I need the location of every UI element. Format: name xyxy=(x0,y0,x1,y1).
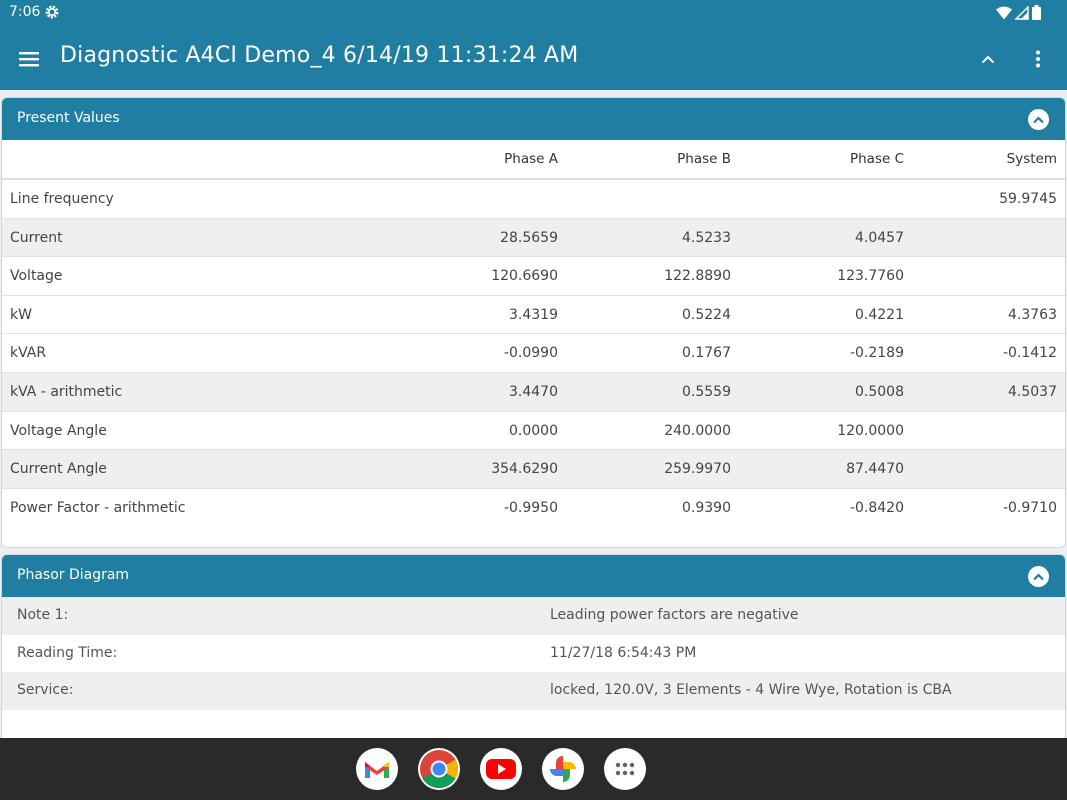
row-label: Current xyxy=(10,229,63,246)
info-label: Note 1: xyxy=(17,607,69,623)
table-row: Line frequency 59.9745 xyxy=(2,180,1065,219)
table-header-row: Phase A Phase B Phase C System xyxy=(2,140,1065,180)
phase-c-value: -0.8420 xyxy=(849,499,904,516)
phasor-diagram-title: Phasor Diagram xyxy=(17,567,130,583)
phase-a-value: -0.0990 xyxy=(503,345,558,362)
phase-c-value: 0.5008 xyxy=(855,383,904,400)
phase-a-value: 3.4319 xyxy=(509,306,558,323)
settings-gear-icon xyxy=(45,5,59,19)
status-time: 7:06 xyxy=(9,4,41,20)
system-value: -0.1412 xyxy=(1002,345,1057,362)
phase-a-value: 28.5659 xyxy=(500,229,558,246)
row-label: Current Angle xyxy=(10,461,107,478)
present-values-card: Present Values Phase A Phase B Phase C S… xyxy=(1,97,1066,548)
chrome-icon xyxy=(420,750,459,789)
chevron-up-icon xyxy=(1033,115,1044,123)
menu-button[interactable] xyxy=(14,44,44,74)
system-value: 59.9745 xyxy=(999,191,1057,207)
info-value: locked, 120.0V, 3 Elements - 4 Wire Wye,… xyxy=(550,682,952,698)
row-label: Power Factor - arithmetic xyxy=(10,499,186,516)
phase-a-value: -0.9950 xyxy=(503,499,558,516)
column-header-system: System xyxy=(1006,151,1057,167)
row-label: kVAR xyxy=(10,345,47,362)
youtube-app[interactable] xyxy=(480,748,522,790)
table-row: kVAR -0.0990 0.1767 -0.2189 -0.1412 xyxy=(2,334,1065,373)
row-label: kW xyxy=(10,306,32,323)
youtube-icon xyxy=(486,759,516,779)
column-header-phase-c: Phase C xyxy=(849,151,904,167)
present-values-table: Phase A Phase B Phase C System Line freq… xyxy=(2,140,1065,527)
more-options-button[interactable] xyxy=(1025,46,1051,72)
status-icons xyxy=(996,5,1041,20)
app-drawer-app[interactable] xyxy=(604,748,646,790)
info-row-reading-time: Reading Time: 11/27/18 6:54:43 PM xyxy=(2,635,1065,673)
phase-b-value: 0.1767 xyxy=(682,345,731,362)
column-header-phase-b: Phase B xyxy=(677,151,731,167)
chrome-app[interactable] xyxy=(418,748,460,790)
phase-b-value: 0.9390 xyxy=(682,499,731,516)
phase-b-value: 0.5224 xyxy=(682,306,731,323)
phase-c-value: 0.4221 xyxy=(855,306,904,323)
photos-app[interactable] xyxy=(542,748,584,790)
table-row: Current Angle 354.6290 259.9970 87.4470 xyxy=(2,450,1065,489)
info-label: Service: xyxy=(17,682,74,698)
taskbar-dock xyxy=(0,738,1067,800)
phase-a-value: 0.0000 xyxy=(509,422,558,439)
row-label: Voltage Angle xyxy=(10,422,107,439)
phase-a-value: 354.6290 xyxy=(491,461,558,478)
system-value: 4.3763 xyxy=(1008,306,1057,323)
wifi-icon xyxy=(996,6,1012,19)
photos-icon xyxy=(550,756,576,782)
phase-b-value: 0.5559 xyxy=(682,383,731,400)
present-values-collapse-button[interactable] xyxy=(1028,109,1049,130)
phasor-diagram-collapse-button[interactable] xyxy=(1028,566,1049,587)
phase-c-value: -0.2189 xyxy=(849,345,904,362)
phase-b-value: 122.8890 xyxy=(664,268,731,285)
table-row: kW 3.4319 0.5224 0.4221 4.3763 xyxy=(2,296,1065,335)
info-value: 11/27/18 6:54:43 PM xyxy=(550,644,697,661)
phase-a-value: 120.6690 xyxy=(491,268,558,285)
phasor-diagram-card: Phasor Diagram Note 1: Leading power fac… xyxy=(1,554,1066,744)
page-title: Diagnostic A4CI Demo_4 6/14/19 11:31:24 … xyxy=(60,43,579,68)
system-value: -0.9710 xyxy=(1002,499,1057,516)
table-row: Power Factor - arithmetic -0.9950 0.9390… xyxy=(2,489,1065,528)
phase-c-value: 4.0457 xyxy=(855,229,904,246)
phasor-diagram-header[interactable]: Phasor Diagram xyxy=(2,555,1065,597)
row-label: Line frequency xyxy=(10,191,114,207)
app-drawer-icon xyxy=(615,762,635,776)
more-vert-icon xyxy=(1036,50,1040,68)
info-value: Leading power factors are negative xyxy=(550,607,799,623)
dock-apps xyxy=(356,748,646,790)
info-label: Reading Time: xyxy=(17,644,118,661)
chevron-up-icon xyxy=(1033,572,1044,580)
phase-c-value: 120.0000 xyxy=(837,422,904,439)
table-row: Current 28.5659 4.5233 4.0457 xyxy=(2,218,1065,258)
phase-b-value: 4.5233 xyxy=(682,229,731,246)
app-bar: Diagnostic A4CI Demo_4 6/14/19 11:31:24 … xyxy=(0,26,1067,90)
present-values-title: Present Values xyxy=(17,110,120,126)
system-value: 4.5037 xyxy=(1008,383,1057,400)
row-label: Voltage xyxy=(10,268,63,285)
table-row: Voltage Angle 0.0000 240.0000 120.0000 xyxy=(2,412,1065,451)
status-bar: 7:06 xyxy=(0,0,1067,26)
phase-b-value: 240.0000 xyxy=(664,422,731,439)
phase-a-value: 3.4470 xyxy=(509,383,558,400)
battery-icon xyxy=(1032,5,1041,20)
table-row: kVA - arithmetic 3.4470 0.5559 0.5008 4.… xyxy=(2,372,1065,412)
info-row-note: Note 1: Leading power factors are negati… xyxy=(2,597,1065,635)
column-header-phase-a: Phase A xyxy=(504,151,558,167)
row-label: kVA - arithmetic xyxy=(10,383,123,400)
phase-c-value: 123.7760 xyxy=(837,268,904,285)
present-values-header[interactable]: Present Values xyxy=(2,98,1065,140)
gmail-app[interactable] xyxy=(356,748,398,790)
gmail-icon xyxy=(365,762,389,778)
signal-icon xyxy=(1015,5,1029,20)
phase-b-value: 259.9970 xyxy=(664,461,731,478)
chevron-up-icon xyxy=(981,55,995,63)
table-row: Voltage 120.6690 122.8890 123.7760 xyxy=(2,257,1065,296)
collapse-all-button[interactable] xyxy=(975,46,1001,72)
phase-c-value: 87.4470 xyxy=(846,461,904,478)
info-row-service: Service: locked, 120.0V, 3 Elements - 4 … xyxy=(2,672,1065,710)
hamburger-menu-icon xyxy=(19,52,39,67)
